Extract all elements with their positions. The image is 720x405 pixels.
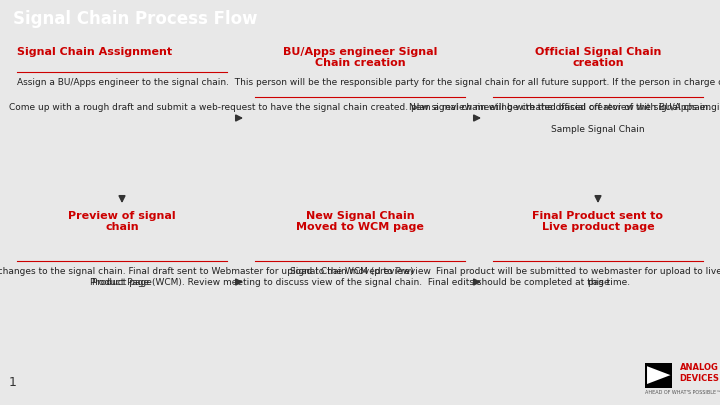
- Text: DEVICES: DEVICES: [680, 374, 719, 383]
- Text: Final Product sent to
Live product page: Final Product sent to Live product page: [533, 211, 664, 232]
- Text: Final product will be submitted to webmaster for upload to live product
page: Final product will be submitted to webma…: [436, 267, 720, 287]
- FancyBboxPatch shape: [645, 363, 672, 388]
- Text: Official Signal Chain
creation: Official Signal Chain creation: [535, 47, 661, 68]
- Polygon shape: [647, 366, 670, 384]
- Text: AHEAD OF WHAT'S POSSIBLE™: AHEAD OF WHAT'S POSSIBLE™: [645, 390, 720, 395]
- Text: Signal Chain moved to Preview
Product Page (WCM). Review meeting to discuss view: Signal Chain moved to Preview Product Pa…: [90, 267, 630, 287]
- Text: New Signal Chain
Moved to WCM page: New Signal Chain Moved to WCM page: [296, 211, 424, 232]
- Text: Review Meeting to discuss any edits/changes to the signal chain. Final draft sen: Review Meeting to discuss any edits/chan…: [0, 267, 414, 287]
- Text: Assign a BU/Apps engineer to the signal chain.  This person will be the responsi: Assign a BU/Apps engineer to the signal …: [17, 78, 720, 87]
- Text: BU/Apps engineer Signal
Chain creation: BU/Apps engineer Signal Chain creation: [283, 47, 437, 68]
- Text: Signal Chain Process Flow: Signal Chain Process Flow: [13, 10, 258, 28]
- Text: 1: 1: [9, 376, 17, 389]
- Text: Come up with a rough draft and submit a web-request to have the signal chain cre: Come up with a rough draft and submit a …: [9, 103, 711, 112]
- Text: New signal chain will be created based off review with BU/Apps engineer in Charg: New signal chain will be created based o…: [409, 103, 720, 134]
- Text: Preview of signal
chain: Preview of signal chain: [68, 211, 176, 232]
- Text: ANALOG: ANALOG: [680, 363, 719, 372]
- Text: Signal Chain Assignment: Signal Chain Assignment: [17, 47, 172, 57]
